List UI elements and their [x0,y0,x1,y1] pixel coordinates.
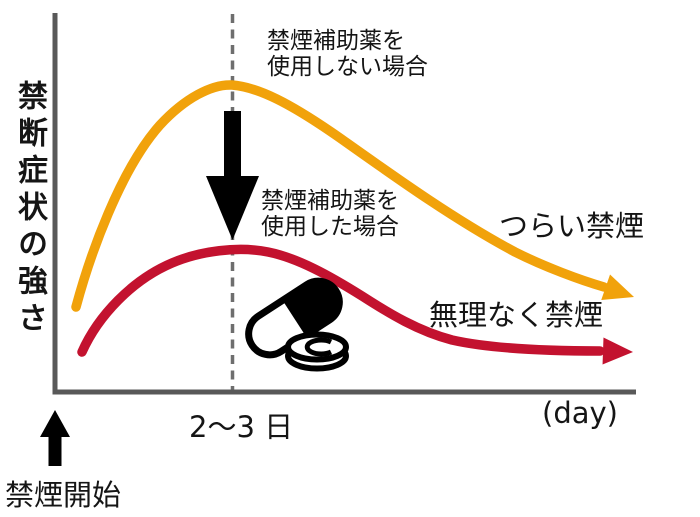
reduction-arrow-icon [206,111,259,240]
no-aid-annotation-line2: 使用しない場合 [267,54,428,80]
y-axis-label: 禁断症状の強さ [12,80,47,339]
no-aid-annotation-line1: 禁煙補助薬を [267,28,405,54]
easy-quit-label: 無理なく禁煙 [429,298,604,332]
with-aid-annotation-line1: 禁煙補助薬を [261,188,399,214]
with-aid-curve-arrowhead [602,337,633,365]
medicine-pills-icon [245,277,349,372]
tough-quit-label: つらい禁煙 [499,209,645,243]
no-aid-annotation: 禁煙補助薬を 使用しない場合 [267,28,428,80]
peak-tick-label: 2～3 日 [189,410,294,444]
start-arrow-icon [40,410,70,466]
x-axis-unit-label: (day) [542,396,618,430]
with-aid-curve [77,244,605,357]
with-aid-annotation-line2: 使用した場合 [261,214,399,240]
no-aid-curve-arrowhead [601,274,634,300]
no-aid-curve [71,80,609,312]
with-aid-annotation: 禁煙補助薬を 使用した場合 [261,188,399,240]
start-label: 禁煙開始 [5,478,122,512]
